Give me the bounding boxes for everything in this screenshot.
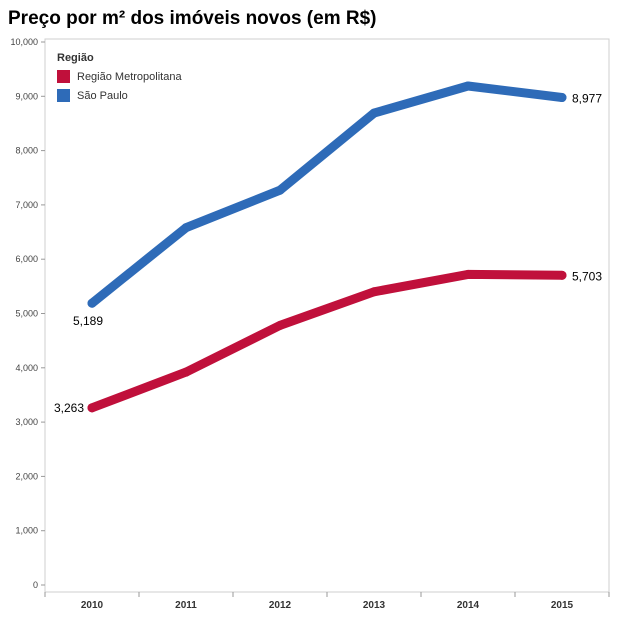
legend-title: Região [57,52,94,64]
data-point[interactable] [275,320,285,330]
series-line-1[interactable] [87,81,567,308]
data-point[interactable] [463,269,473,279]
data-label: 3,263 [54,401,84,415]
y-tick-label: 10,000 [10,37,38,47]
plot-frame [44,38,610,593]
y-tick-label: 4,000 [15,363,38,373]
chart-title: Preço por m² dos imóveis novos (em R$) [8,8,377,29]
x-tick-label: 2015 [551,600,574,611]
data-label: 8,977 [572,92,602,106]
y-tick-label: 3,000 [15,417,38,427]
x-tick-label: 2014 [457,600,480,611]
x-tick-label: 2013 [363,600,386,611]
y-tick-label: 1,000 [15,526,38,536]
data-point[interactable] [275,185,285,195]
y-tick-label: 7,000 [15,200,38,210]
data-label: 5,189 [73,314,103,328]
legend-swatch [57,89,70,102]
data-point[interactable] [369,287,379,297]
legend-label: Região Metropolitana [77,70,182,83]
y-tick-label: 8,000 [15,146,38,156]
y-tick-label: 6,000 [15,254,38,264]
data-point[interactable] [369,108,379,118]
legend-swatch [57,70,70,83]
legend-item-regiao-metropolitana[interactable]: Região Metropolitana [57,69,182,84]
data-point[interactable] [181,223,191,233]
data-point[interactable] [87,403,97,413]
series-layer [87,81,567,413]
x-tick-label: 2011 [175,600,197,611]
data-labels: 3,263 5,703 5,189 8,977 [54,92,602,415]
data-point[interactable] [87,298,97,308]
series-line-0[interactable] [87,269,567,413]
data-point[interactable] [463,81,473,91]
x-tick-label: 2012 [269,600,292,611]
legend: Região Região Metropolitana São Paulo [57,52,182,107]
data-point[interactable] [181,367,191,377]
x-axis: 2010 2011 2012 2013 2014 2015 [44,592,610,611]
y-tick-label: 0 [33,580,38,590]
data-point[interactable] [557,270,567,280]
data-label: 5,703 [572,269,602,283]
data-point[interactable] [557,93,567,103]
y-tick-label: 5,000 [15,309,38,319]
x-tick-label: 2010 [81,600,104,611]
y-tick-label: 9,000 [15,91,38,101]
y-axis: 0 1,000 2,000 3,000 4,000 5,000 6,000 7,000 8,00… [10,37,45,590]
legend-item-sao-paulo[interactable]: São Paulo [57,88,182,103]
legend-label: São Paulo [77,89,128,102]
y-tick-label: 2,000 [15,471,38,481]
